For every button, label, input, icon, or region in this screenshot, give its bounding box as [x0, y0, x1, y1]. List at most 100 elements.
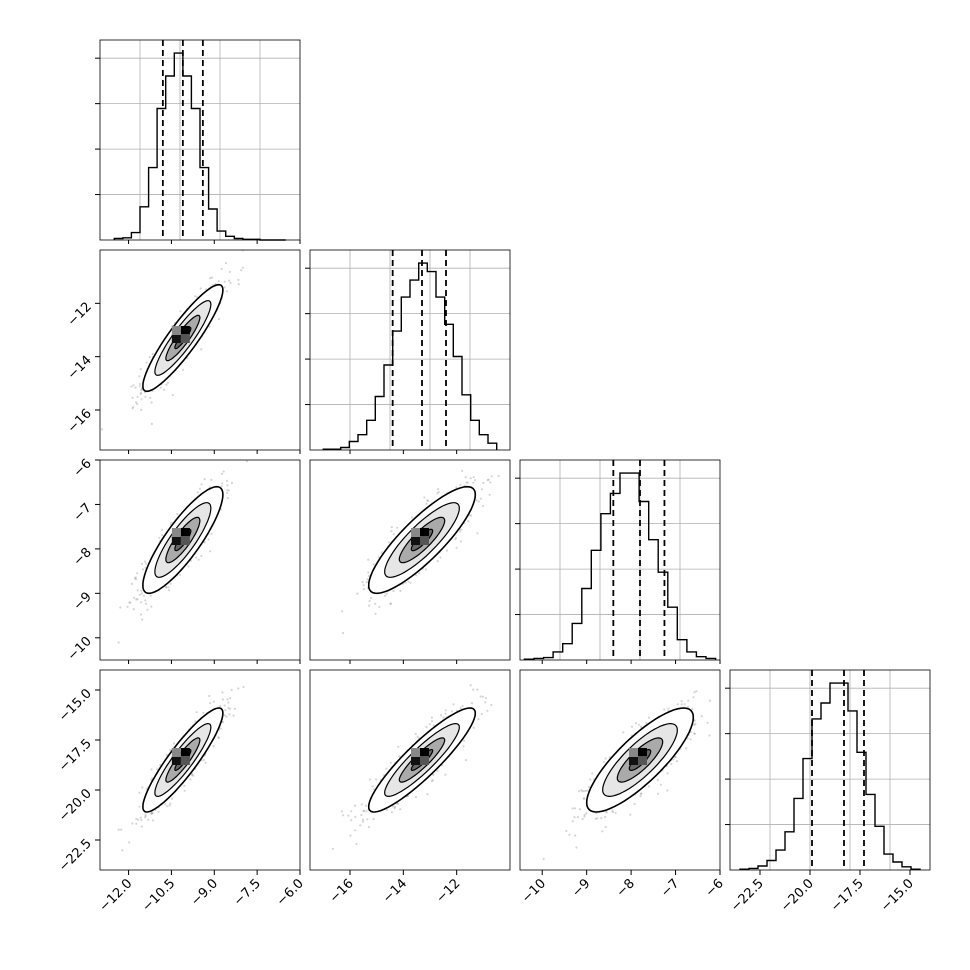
- scatter-point: [389, 602, 392, 605]
- scatter-point: [414, 796, 417, 799]
- scatter-point: [230, 688, 233, 692]
- scatter-point: [465, 481, 468, 484]
- scatter-point: [144, 814, 147, 818]
- scatter-point: [365, 581, 368, 584]
- scatter-point: [687, 699, 690, 702]
- scatter-point: [165, 753, 168, 757]
- scatter-point: [674, 755, 677, 759]
- scatter-point: [445, 549, 449, 552]
- scatter-point: [380, 551, 383, 554]
- y-tick-label: −17.5: [56, 736, 95, 775]
- scatter-point: [331, 847, 334, 850]
- scatter-point: [594, 817, 597, 820]
- scatter-point: [622, 731, 625, 734]
- scatter-point: [409, 581, 412, 584]
- scatter-point: [209, 702, 212, 705]
- scatter-point: [497, 474, 500, 478]
- scatter-point: [136, 395, 139, 398]
- scatter-point: [574, 834, 577, 837]
- scatter-point: [476, 532, 479, 535]
- scatter-point: [565, 829, 568, 833]
- scatter-point: [141, 568, 144, 571]
- scatter-point: [489, 481, 492, 484]
- scatter-point: [130, 385, 133, 388]
- y-tick-label: −12: [65, 300, 95, 330]
- scatter-point: [639, 795, 642, 798]
- peak-bin: [420, 756, 429, 765]
- scatter-point: [225, 290, 228, 293]
- scatter-point: [171, 393, 174, 397]
- scatter-point: [354, 804, 357, 807]
- panel-frame: [519, 459, 721, 661]
- panel-frame: [519, 669, 721, 871]
- scatter-point: [676, 703, 679, 706]
- scatter-point: [254, 650, 256, 652]
- scatter-point: [666, 789, 669, 792]
- scatter-point: [232, 714, 235, 717]
- panel-frame: [309, 669, 511, 871]
- panel-frame: [99, 39, 301, 241]
- scatter-point: [166, 381, 169, 385]
- scatter-point: [240, 269, 243, 272]
- scatter-point: [437, 491, 440, 494]
- scatter-point: [694, 722, 697, 725]
- scatter-point: [430, 720, 433, 723]
- scatter-point: [179, 310, 182, 313]
- scatter-point: [583, 797, 586, 800]
- scatter-point: [168, 804, 171, 807]
- scatter-point: [237, 283, 240, 286]
- scatter-point: [196, 491, 199, 494]
- scatter-point: [389, 602, 392, 605]
- scatter-point: [459, 540, 462, 543]
- scatter-point: [589, 778, 592, 781]
- scatter-point: [647, 716, 651, 719]
- peak-bin: [180, 748, 190, 757]
- joint-contents: [341, 469, 500, 635]
- scatter-point: [151, 819, 155, 822]
- scatter-point: [462, 745, 465, 748]
- scatter-point: [209, 550, 212, 553]
- scatter-point: [227, 489, 230, 492]
- scatter-point: [367, 574, 370, 578]
- scatter-point: [689, 738, 692, 741]
- scatter-point: [586, 789, 589, 792]
- scatter-point: [693, 719, 696, 722]
- peak-bin: [411, 528, 420, 537]
- scatter-point: [146, 608, 149, 611]
- scatter-point: [145, 602, 148, 605]
- scatter-point: [666, 772, 669, 775]
- scatter-point: [341, 631, 345, 635]
- x-tick-label: −10: [519, 876, 549, 906]
- scatter-point: [140, 825, 143, 828]
- scatter-point: [583, 813, 586, 817]
- scatter-point: [608, 756, 611, 759]
- scatter-point: [223, 714, 226, 717]
- scatter-point: [398, 755, 401, 758]
- scatter-point: [161, 534, 164, 537]
- scatter-point: [720, 689, 722, 691]
- scatter-point: [397, 745, 400, 748]
- scatter-point: [139, 391, 143, 395]
- scatter-point: [573, 807, 577, 810]
- scatter-point: [369, 597, 372, 600]
- joint-panel-0-2: [99, 459, 301, 661]
- x-tick-label: −10.5: [139, 876, 178, 915]
- scatter-point: [349, 834, 352, 837]
- scatter-point: [101, 428, 104, 431]
- scatter-point: [144, 816, 147, 819]
- scatter-point: [596, 817, 599, 820]
- scatter-point: [210, 478, 213, 481]
- scatter-point: [165, 383, 168, 386]
- scatter-point: [427, 499, 430, 503]
- scatter-point: [220, 267, 223, 270]
- scatter-point: [479, 497, 482, 500]
- scatter-point: [367, 826, 370, 829]
- scatter-point: [203, 478, 206, 481]
- scatter-point: [368, 778, 371, 781]
- scatter-point: [634, 722, 638, 725]
- peak-bin: [420, 748, 429, 757]
- joint-panel-1-3: [309, 669, 511, 871]
- peak-bin: [638, 756, 647, 765]
- scatter-point: [144, 599, 147, 602]
- scatter-point: [245, 460, 248, 463]
